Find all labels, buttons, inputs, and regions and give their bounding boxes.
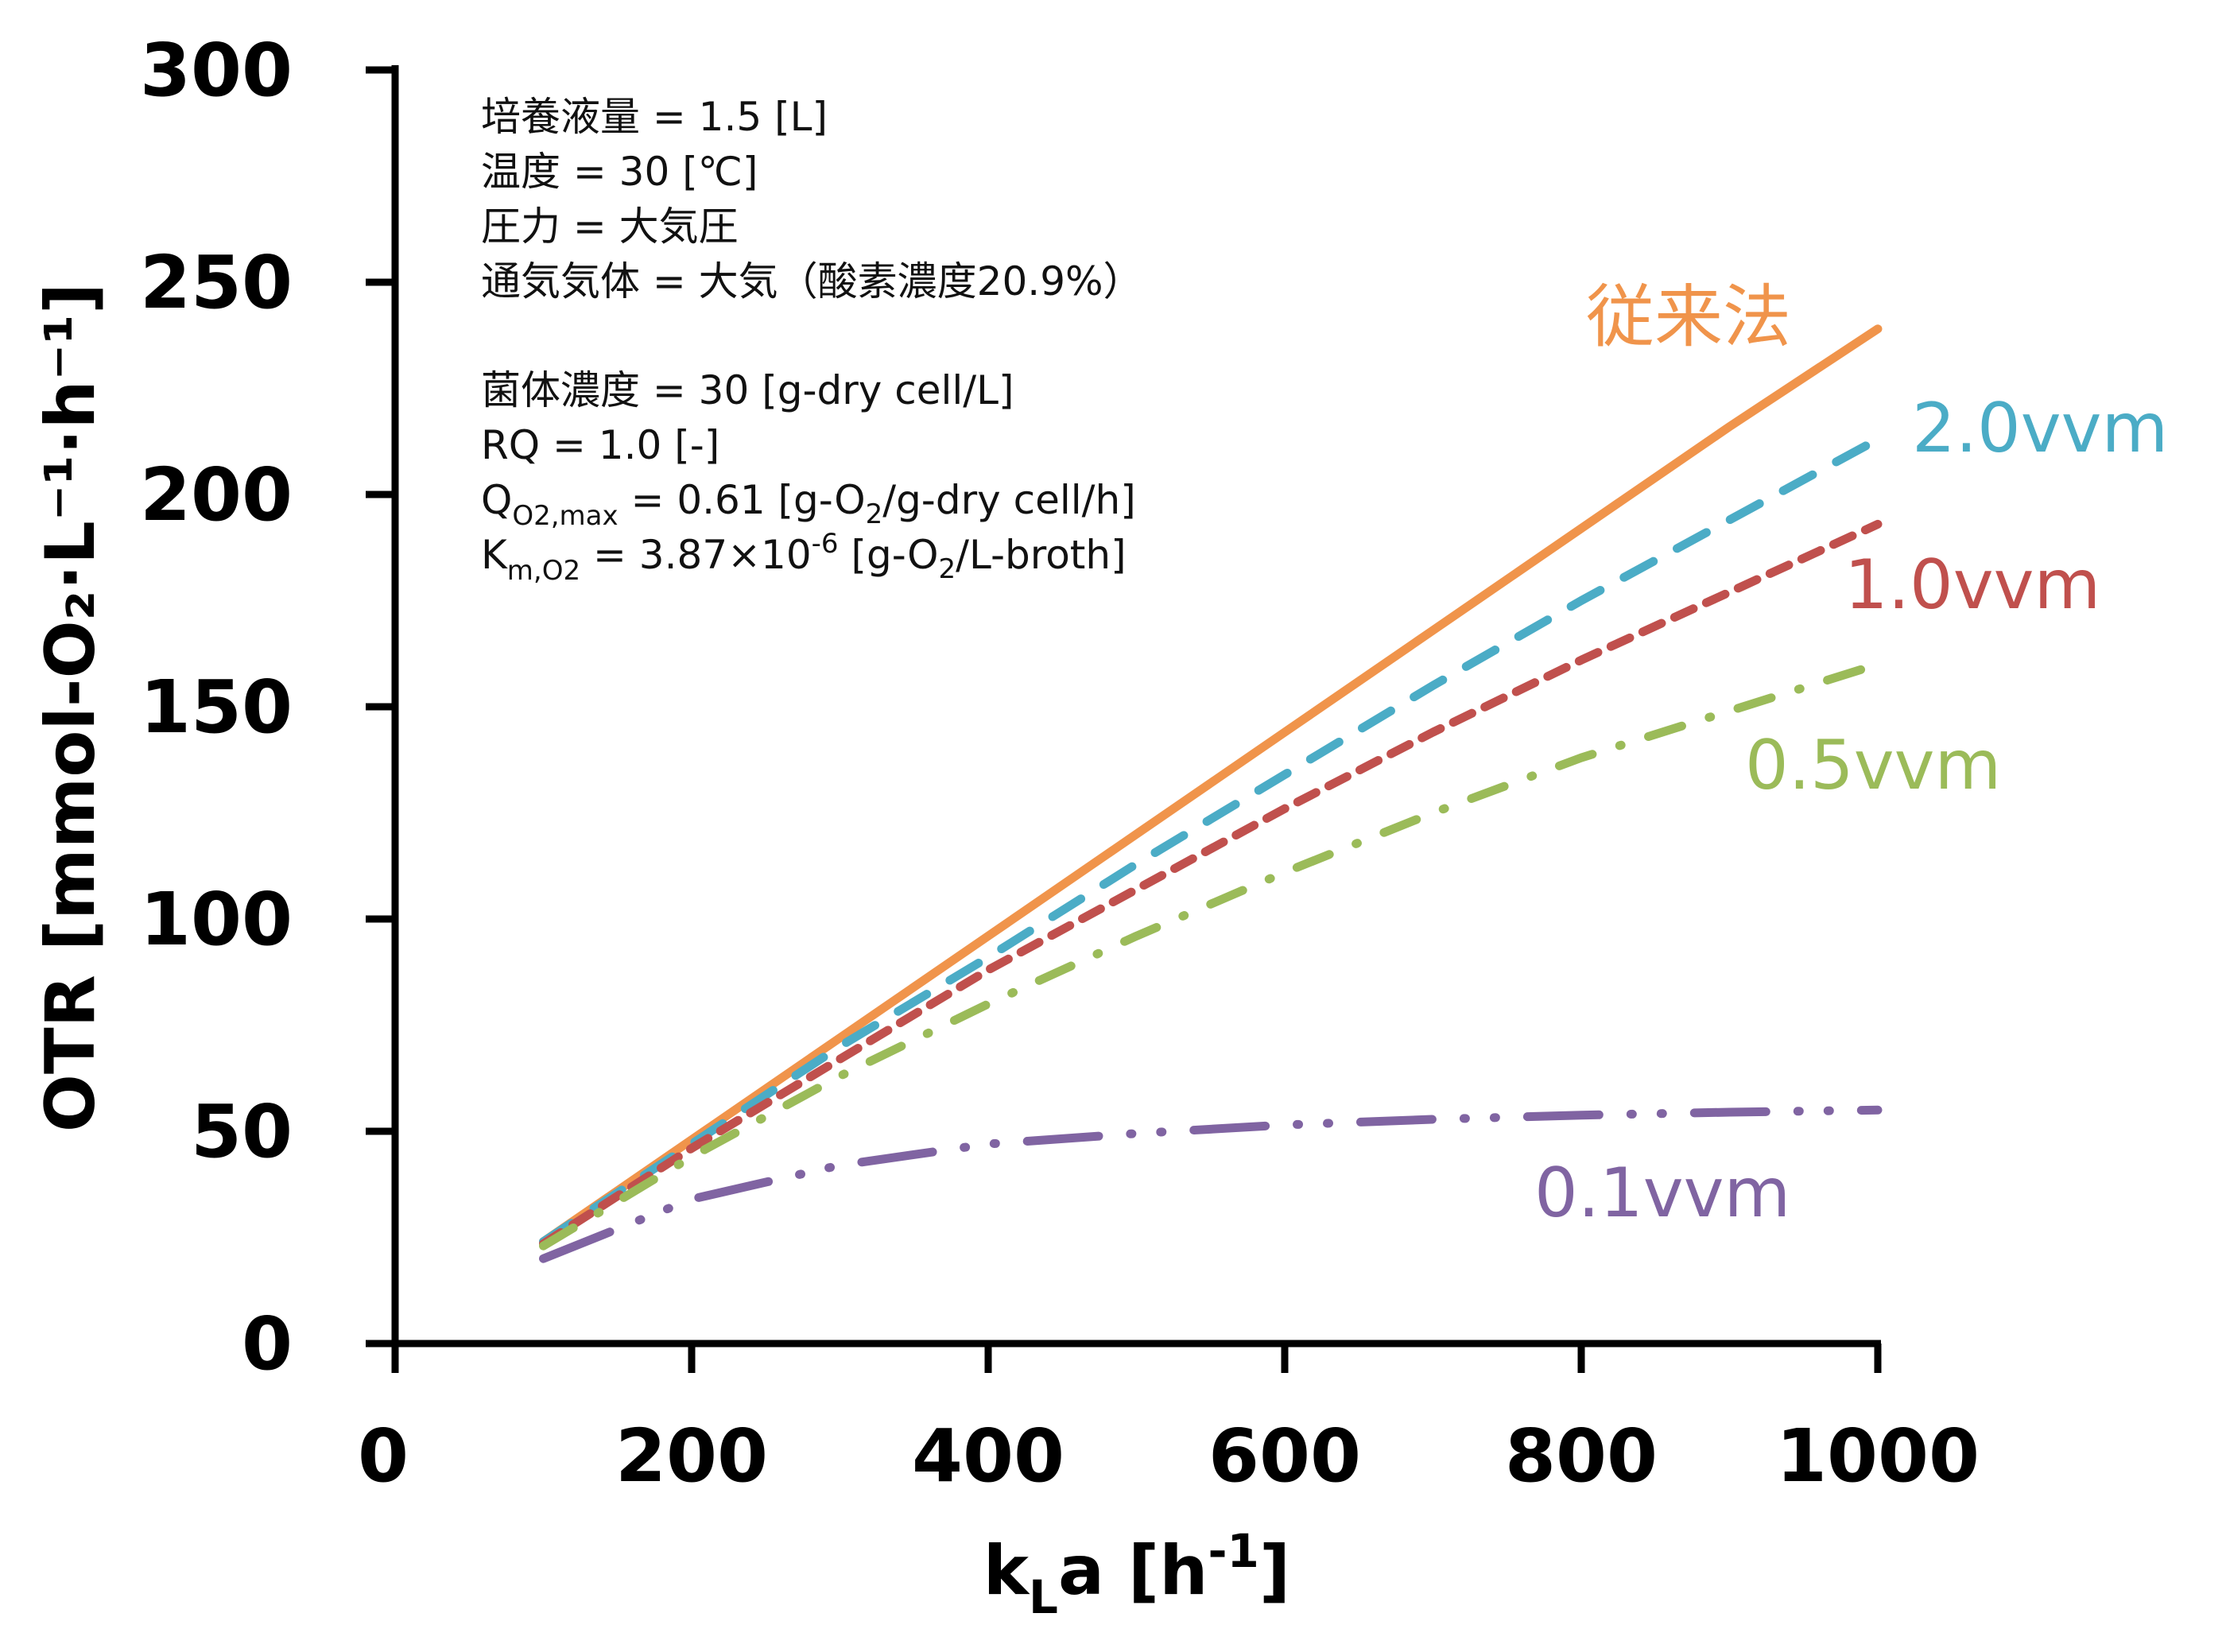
x-tick-label: 200 — [615, 1414, 768, 1499]
conditions-annotation: 培養液量 = 1.5 [L] 温度 = 30 [℃] 圧力 = 大気圧 通気気体… — [481, 94, 1143, 587]
series-line-0-5vvm — [539, 660, 1883, 1251]
x-axis-title-sup: -1 — [1208, 1524, 1258, 1578]
y-axis-title: OTR [mmol-O₂·L⁻¹·h⁻¹] — [31, 283, 111, 1132]
x-tick-label: 1000 — [1776, 1414, 1980, 1499]
condition-gas: 通気気体 = 大気（酸素濃度20.9%） — [481, 258, 1143, 304]
x-axis-title: kLa [h-1] — [983, 1524, 1290, 1624]
series-layer — [539, 324, 1883, 1263]
ticks: 0 50 100 150 200 250 300 0 200 400 600 800 1000 — [140, 28, 1980, 1499]
x-tick-label: 800 — [1505, 1414, 1658, 1499]
condition-temperature: 温度 = 30 [℃] — [481, 149, 758, 195]
series-label-2-0vvm: 2.0vvm — [1912, 389, 2168, 468]
x-axis-title-main: k — [983, 1531, 1030, 1611]
series-line-1-0vvm — [539, 519, 1883, 1248]
condition-rq: RQ = 1.0 [-] — [481, 422, 719, 468]
y-tick-label: 150 — [140, 665, 293, 750]
series-label-1-0vvm: 1.0vvm — [1844, 545, 2100, 625]
x-axis-title-rest: a [h — [1058, 1531, 1208, 1611]
condition-volume: 培養液量 = 1.5 [L] — [481, 94, 828, 140]
series-labels: 従来法 2.0vvm 1.0vvm 0.5vvm 0.1vvm — [1534, 277, 2168, 1233]
x-tick-label: 600 — [1208, 1414, 1361, 1499]
y-tick-label: 200 — [140, 452, 293, 537]
y-tick-label: 50 — [191, 1089, 293, 1174]
x-tick-label: 400 — [912, 1414, 1065, 1499]
series-line-0-1vvm — [539, 1105, 1883, 1263]
condition-qo2max: QO2,max = 0.61 [g-O2/g-dry cell/h] — [481, 477, 1136, 532]
y-tick-label: 300 — [140, 28, 293, 113]
x-axis-title-close: ] — [1259, 1531, 1290, 1611]
series-line-conventional-method — [539, 324, 1883, 1247]
x-axis-title-sub: L — [1029, 1570, 1058, 1624]
y-tick-label: 100 — [140, 877, 293, 962]
series-label-0-5vvm: 0.5vvm — [1745, 726, 2001, 805]
condition-cell-concentration: 菌体濃度 = 30 [g-dry cell/L] — [481, 367, 1014, 413]
series-label-conventional-method: 従来法 — [1586, 277, 1791, 357]
series-line-2-0vvm — [539, 435, 1883, 1247]
condition-km-o2: Km,O2 = 3.87×10-6 [g-O2/L-broth] — [481, 528, 1127, 587]
series-label-0-1vvm: 0.1vvm — [1534, 1154, 1790, 1233]
y-tick-label: 250 — [140, 240, 293, 325]
x-tick-label: 0 — [358, 1414, 409, 1499]
y-tick-label: 0 — [242, 1301, 293, 1386]
condition-pressure: 圧力 = 大気圧 — [481, 204, 739, 250]
